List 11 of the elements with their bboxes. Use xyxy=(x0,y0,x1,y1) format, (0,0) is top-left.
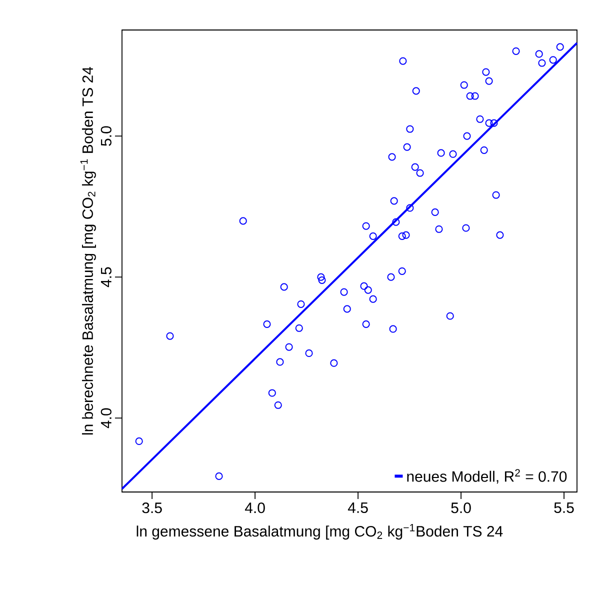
y-tick-label: 4.0 xyxy=(100,408,112,428)
x-tick-label: 5.5 xyxy=(554,502,574,513)
y-tick-label: 4.5 xyxy=(101,267,112,288)
y-axis-title: ln berechnete Basalatmung [mg CO$_{2}$ kg$^{−1}$ Boden TS 24 xyxy=(80,66,96,434)
x-tick-label: 5.0 xyxy=(451,502,471,514)
legend-label: neues Modell, R$^{2}$ = 0.70 xyxy=(407,469,567,484)
x-tick-label: 3.5 xyxy=(142,502,162,514)
x-tick-label: 4.0 xyxy=(244,502,265,514)
y-tick-label: 5.0 xyxy=(100,126,112,146)
x-axis-title: ln gemessene Basalatmung [mg CO$_{2}$ kg$^{−1}$Boden TS 24 xyxy=(136,524,503,540)
x-tick-label: 4.5 xyxy=(348,502,368,513)
